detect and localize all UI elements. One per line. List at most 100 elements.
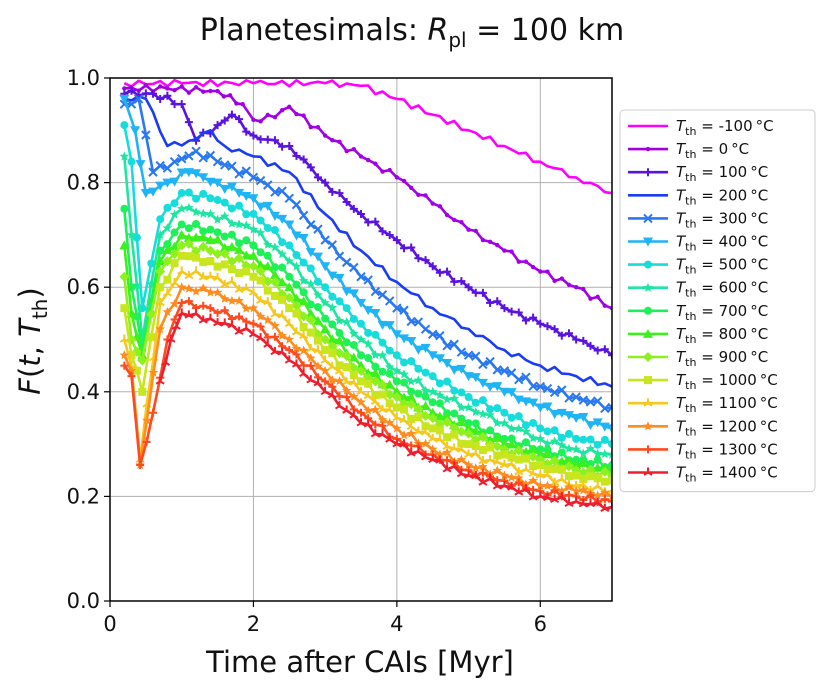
data-point xyxy=(263,286,272,295)
data-point xyxy=(119,151,130,161)
data-point xyxy=(132,312,141,321)
data-point xyxy=(492,382,503,392)
data-point xyxy=(443,267,452,276)
data-point xyxy=(407,243,416,252)
data-point xyxy=(291,343,302,353)
data-point xyxy=(493,297,502,306)
y-tick-label: 0.0 xyxy=(67,589,100,613)
data-point xyxy=(141,89,150,98)
data-point xyxy=(156,215,165,224)
data-point xyxy=(499,480,509,490)
data-point xyxy=(320,324,331,334)
data-point xyxy=(514,308,523,317)
data-point xyxy=(248,250,259,260)
data-point xyxy=(443,433,452,442)
data-point xyxy=(585,421,596,431)
data-point xyxy=(529,313,538,322)
data-point xyxy=(291,231,302,241)
data-point xyxy=(256,135,265,144)
data-point xyxy=(344,148,349,154)
legend-item: Tth = 900 °C xyxy=(628,348,768,369)
data-point xyxy=(220,232,229,241)
data-point xyxy=(363,339,373,349)
data-point xyxy=(420,324,431,334)
data-point xyxy=(277,186,287,196)
data-point xyxy=(177,154,187,164)
data-point xyxy=(169,209,180,219)
data-point xyxy=(312,315,323,325)
legend-value: = 800 °C xyxy=(696,325,768,343)
data-point xyxy=(485,473,495,482)
data-point xyxy=(559,276,564,281)
data-point xyxy=(549,436,560,446)
data-point xyxy=(435,434,445,443)
data-point xyxy=(478,396,487,405)
data-point xyxy=(563,411,574,421)
data-point xyxy=(256,276,265,285)
data-point xyxy=(443,456,452,465)
legend-value: = 0 °C xyxy=(696,140,749,158)
legend-sub: th xyxy=(685,472,696,485)
data-point xyxy=(277,277,288,287)
data-point xyxy=(528,398,539,408)
data-point xyxy=(528,381,538,391)
data-point xyxy=(313,378,323,387)
data-point xyxy=(585,464,596,475)
data-point xyxy=(176,168,187,178)
data-point xyxy=(572,455,581,464)
data-point xyxy=(578,458,589,468)
data-point xyxy=(435,449,445,459)
data-point xyxy=(550,486,559,495)
legend-item: Tth = 300 °C xyxy=(628,209,768,230)
data-point xyxy=(234,101,239,106)
data-point xyxy=(400,378,409,387)
data-point xyxy=(306,163,315,172)
data-point xyxy=(327,375,338,385)
data-point xyxy=(542,480,553,490)
data-point xyxy=(205,313,215,322)
legend-item: Tth = 800 °C xyxy=(628,325,768,346)
data-point xyxy=(155,229,165,239)
data-point xyxy=(198,315,208,324)
data-point xyxy=(493,451,502,460)
data-point xyxy=(176,240,187,251)
data-point xyxy=(478,468,487,477)
data-point xyxy=(130,126,141,136)
data-point xyxy=(563,455,574,465)
legend-item: Tth = 400 °C xyxy=(628,233,768,254)
legend-symbol: T xyxy=(676,279,687,297)
data-point xyxy=(349,314,358,323)
data-point xyxy=(312,252,323,262)
data-point xyxy=(170,100,179,109)
data-point xyxy=(363,390,373,400)
data-point xyxy=(199,227,208,236)
data-point xyxy=(348,352,359,362)
data-point xyxy=(499,366,510,376)
data-point xyxy=(341,257,352,268)
data-point xyxy=(169,156,180,167)
data-point xyxy=(161,357,171,366)
data-point xyxy=(514,455,523,464)
data-point xyxy=(263,251,272,260)
data-point xyxy=(313,290,323,300)
data-point xyxy=(536,424,545,433)
legend-item: Tth = 1300 °C xyxy=(628,440,778,461)
legend-symbol: T xyxy=(676,371,687,389)
data-point xyxy=(392,403,401,412)
data-point xyxy=(341,317,352,327)
data-point xyxy=(192,219,201,228)
series-line xyxy=(124,94,612,388)
data-point xyxy=(263,315,273,325)
data-point xyxy=(407,414,416,423)
data-point xyxy=(521,454,530,463)
data-point xyxy=(256,295,266,305)
data-point xyxy=(370,349,381,359)
data-point xyxy=(298,210,309,221)
data-point xyxy=(227,276,237,285)
data-point xyxy=(201,89,206,94)
data-point xyxy=(499,460,509,469)
data-point xyxy=(385,404,395,413)
data-point xyxy=(521,426,531,436)
data-point xyxy=(255,175,266,186)
data-point xyxy=(199,258,208,267)
